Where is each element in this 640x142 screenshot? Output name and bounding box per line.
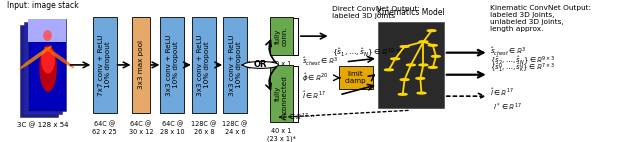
FancyBboxPatch shape	[93, 17, 116, 113]
Text: 3x3 conv + ReLU
10% dropout: 3x3 conv + ReLU 10% dropout	[166, 34, 179, 96]
Ellipse shape	[41, 47, 55, 74]
FancyBboxPatch shape	[28, 19, 66, 111]
Text: $\hat{l} \in \mathbb{R}^{17}$: $\hat{l} \in \mathbb{R}^{17}$	[301, 89, 326, 101]
FancyBboxPatch shape	[20, 25, 58, 117]
Text: $l^* \in \mathbb{R}^{17}$: $l^* \in \mathbb{R}^{17}$	[493, 102, 522, 113]
Text: Kinematic ConvNet Output:
labeled 3D joints,
unlabeled 3D joints,
length approx.: Kinematic ConvNet Output: labeled 3D joi…	[490, 5, 591, 32]
Text: 7x7 conv + ReLU
10% dropout: 7x7 conv + ReLU 10% dropout	[98, 34, 111, 96]
Circle shape	[406, 64, 415, 66]
Text: 128C @
26 x 8: 128C @ 26 x 8	[191, 121, 216, 135]
Circle shape	[428, 44, 437, 46]
Circle shape	[385, 69, 394, 71]
Circle shape	[400, 79, 409, 81]
FancyBboxPatch shape	[223, 17, 247, 113]
Text: Kinematics Model: Kinematics Model	[377, 8, 445, 17]
Text: $\{\hat{s}_1, \ldots, \hat{s}_N\} \in \mathbb{R}^{10\times3}$: $\{\hat{s}_1, \ldots, \hat{s}_N\} \in \m…	[332, 47, 405, 59]
FancyBboxPatch shape	[339, 66, 372, 89]
Ellipse shape	[43, 30, 52, 41]
Text: limit
clamp: limit clamp	[345, 71, 367, 84]
Text: 3C @ 128 x 54: 3C @ 128 x 54	[17, 122, 69, 128]
Text: $\hat{s}_{chest} \in \mathbb{R}^3$: $\hat{s}_{chest} \in \mathbb{R}^3$	[490, 46, 526, 58]
Text: 3x3 conv + ReLU
10% dropout: 3x3 conv + ReLU 10% dropout	[197, 34, 211, 96]
Text: Input: image stack: Input: image stack	[7, 1, 79, 10]
Text: $l^* \in \mathbb{R}^{17}$$\cdots$: $l^* \in \mathbb{R}^{17}$$\cdots$	[280, 112, 316, 123]
Text: 128C @
24 x 6: 128C @ 24 x 6	[222, 121, 248, 135]
FancyBboxPatch shape	[192, 17, 216, 113]
Text: $\hat{s}_{chest} \in \mathbb{R}^3$: $\hat{s}_{chest} \in \mathbb{R}^3$	[301, 56, 338, 68]
Text: fully
connected: fully connected	[275, 75, 288, 113]
Circle shape	[419, 41, 428, 42]
Text: OR: OR	[254, 60, 268, 69]
FancyBboxPatch shape	[270, 65, 293, 122]
Text: 3x3 max pool: 3x3 max pool	[138, 40, 144, 89]
Circle shape	[419, 64, 428, 66]
Text: $\hat{l} \in \mathbb{R}^{17}$: $\hat{l} \in \mathbb{R}^{17}$	[490, 87, 514, 98]
Circle shape	[391, 58, 399, 60]
Text: 30 x 1: 30 x 1	[271, 61, 292, 67]
Text: fully
conn.: fully conn.	[275, 26, 288, 46]
Circle shape	[416, 78, 425, 79]
Text: 64C @
30 x 12: 64C @ 30 x 12	[129, 121, 153, 135]
FancyBboxPatch shape	[24, 22, 62, 114]
Circle shape	[417, 92, 426, 94]
Text: Direct ConvNet Output:
labeled 3D joints: Direct ConvNet Output: labeled 3D joints	[332, 6, 420, 19]
Circle shape	[398, 93, 407, 95]
Ellipse shape	[44, 47, 74, 68]
Circle shape	[428, 66, 437, 68]
Circle shape	[431, 56, 440, 57]
Circle shape	[400, 46, 409, 47]
FancyBboxPatch shape	[378, 22, 444, 108]
Text: 64C @
28 x 10: 64C @ 28 x 10	[160, 121, 184, 135]
Text: $\{\hat{s}^u_1, \ldots, \hat{s}^u_K\} \in \mathbb{R}^{7\times3}$: $\{\hat{s}^u_1, \ldots, \hat{s}^u_K\} \i…	[490, 62, 555, 75]
Ellipse shape	[39, 45, 57, 92]
Ellipse shape	[19, 46, 52, 69]
Text: 40 x 1
(23 x 1)*: 40 x 1 (23 x 1)*	[267, 128, 296, 141]
Text: 3x3 conv + ReLU
10% dropout: 3x3 conv + ReLU 10% dropout	[228, 34, 242, 96]
Circle shape	[427, 30, 436, 32]
Text: 64C @
62 x 25: 64C @ 62 x 25	[92, 121, 117, 135]
FancyBboxPatch shape	[161, 17, 184, 113]
Circle shape	[243, 61, 278, 68]
FancyBboxPatch shape	[132, 17, 150, 113]
FancyBboxPatch shape	[28, 19, 66, 42]
Text: $\hat{\phi} \in \mathbb{R}^{20}$: $\hat{\phi} \in \mathbb{R}^{20}$	[301, 72, 328, 84]
Text: $\{\hat{s}_2, \ldots, \hat{s}_N\} \in \mathbb{R}^{9\times3}$: $\{\hat{s}_2, \ldots, \hat{s}_N\} \in \m…	[490, 54, 556, 67]
FancyBboxPatch shape	[270, 17, 293, 55]
